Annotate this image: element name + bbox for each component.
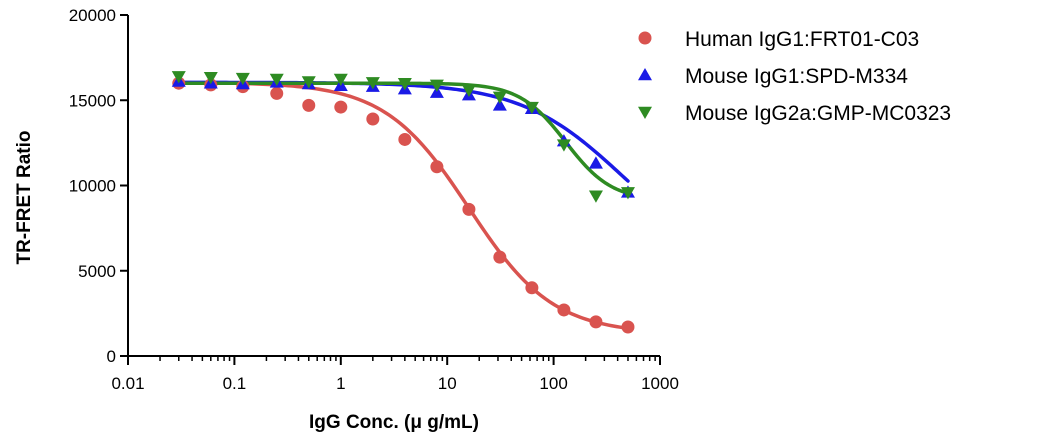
legend-marker-mouse-igg2a-gmp-mc0323 [638,106,652,119]
data-point-mouse-igg2a-gmp-mc0323 [203,71,218,85]
data-point-mouse-igg1-spd-m334 [588,156,603,169]
data-point-mouse-igg2a-gmp-mc0323 [461,84,476,98]
data-point-human-igg1-frt01-c03 [270,86,284,100]
y-tick-label: 5000 [78,262,116,281]
y-tick-label: 15000 [69,91,116,110]
axes: 0.01 0.1 1 10 100 1000 0 5000 10000 15000 20000 [69,6,679,393]
data-point-human-igg1-frt01-c03 [589,315,603,329]
fit-curves [177,80,630,331]
data-point-mouse-igg2a-gmp-mc0323 [333,73,348,86]
data-point-human-igg1-frt01-c03 [398,132,412,146]
data-point-mouse-igg2a-gmp-mc0323 [301,76,316,89]
data-point-human-igg1-frt01-c03 [430,160,444,174]
data-point-mouse-igg2a-gmp-mc0323 [492,91,507,104]
legend-label: Mouse IgG1:SPD-M334 [685,65,908,88]
fit-curve-mouse-igg1-spd-m334 [177,80,630,183]
data-point-mouse-igg2a-gmp-mc0323 [235,72,250,86]
data-point-mouse-igg2a-gmp-mc0323 [269,73,284,86]
legend-marker-mouse-igg1-spd-m334 [638,68,652,81]
data-point-mouse-igg2a-gmp-mc0323 [556,139,571,152]
y-tick-label: 0 [107,347,116,366]
legend-label: Human IgG1:FRT01-C03 [685,28,919,51]
data-point-human-igg1-frt01-c03 [462,202,476,216]
data-point-human-igg1-frt01-c03 [366,112,380,126]
x-tick-label: 1 [336,374,345,393]
data-point-mouse-igg2a-gmp-mc0323 [429,79,444,92]
x-tick-label: 100 [539,374,567,393]
x-tick-label: 10 [438,374,457,393]
y-axis-title: TR-FRET Ratio [14,130,35,264]
data-point-human-igg1-frt01-c03 [302,98,316,112]
data-point-mouse-igg2a-gmp-mc0323 [524,101,539,115]
data-point-mouse-igg2a-gmp-mc0323 [365,77,380,90]
data-point-human-igg1-frt01-c03 [557,303,571,317]
data-point-human-igg1-frt01-c03 [334,100,348,114]
x-tick-label: 0.01 [111,374,144,393]
data-point-mouse-igg2a-gmp-mc0323 [397,77,412,91]
y-tick-label: 10000 [69,177,116,196]
legend: Human IgG1:FRT01-C03 Mouse IgG1:SPD-M334 M… [638,28,951,125]
y-tick-label: 20000 [69,6,116,25]
y-ticks: 0 5000 10000 15000 20000 [69,6,128,366]
data-points [171,71,635,334]
x-ticks: 0.01 0.1 1 10 100 1000 [111,356,679,393]
x-tick-label: 0.1 [223,374,247,393]
data-point-mouse-igg2a-gmp-mc0323 [620,187,635,200]
x-tick-label: 1000 [641,374,679,393]
data-point-human-igg1-frt01-c03 [525,281,539,295]
fit-curve-human-igg1-frt01-c03 [177,80,630,331]
data-point-human-igg1-frt01-c03 [621,320,635,334]
data-point-mouse-igg2a-gmp-mc0323 [588,190,603,203]
legend-label: Mouse IgG2a:GMP-MC0323 [685,102,951,125]
data-point-mouse-igg2a-gmp-mc0323 [171,71,186,84]
data-point-mouse-igg1-spd-m334 [492,98,507,111]
x-axis-title: IgG Conc. (μ g/mL) [309,412,479,433]
data-point-human-igg1-frt01-c03 [493,250,507,264]
legend-marker-human-igg1-frt01-c03 [638,31,652,45]
